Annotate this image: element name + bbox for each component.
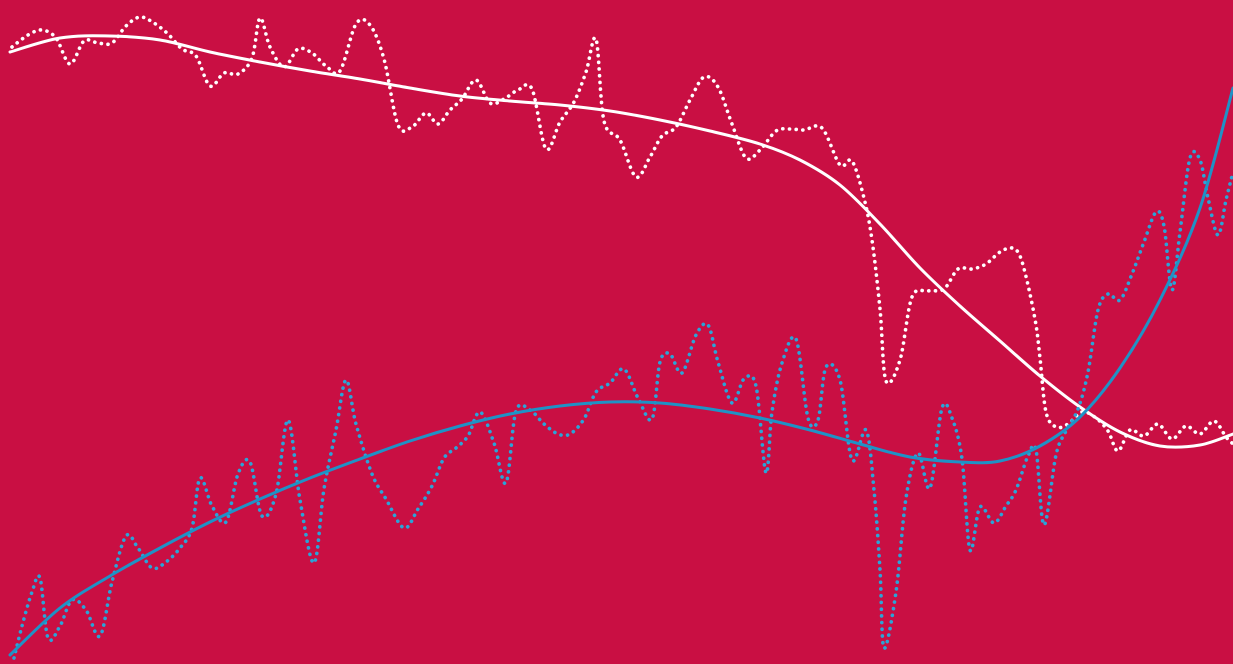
series-3-trend-line	[8, 86, 1233, 657]
series-layer	[8, 15, 1233, 660]
series-2-dotted-line	[12, 149, 1233, 660]
series-1-trend-line	[8, 34, 1233, 449]
